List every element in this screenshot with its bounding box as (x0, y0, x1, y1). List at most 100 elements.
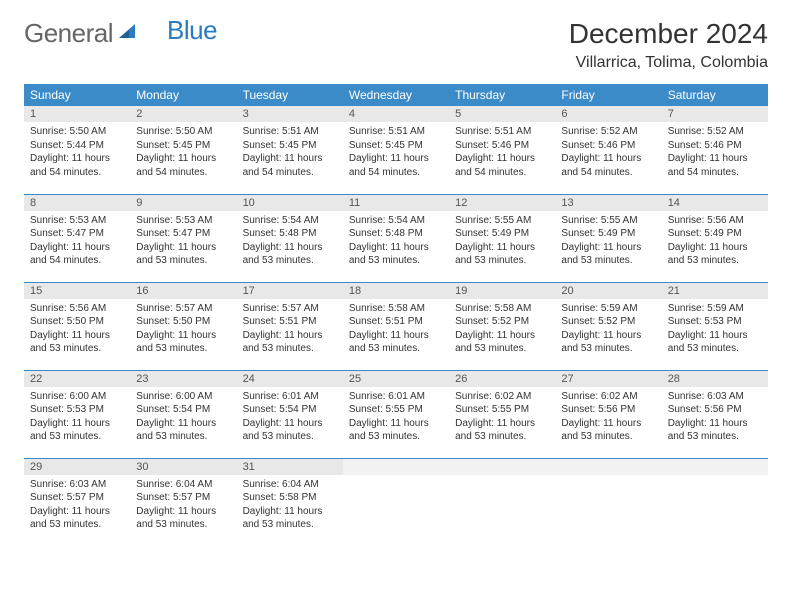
month-title: December 2024 (569, 18, 768, 50)
calendar-day-cell: 12Sunrise: 5:55 AMSunset: 5:49 PMDayligh… (449, 194, 555, 282)
daylight-line: Daylight: 11 hours and 53 minutes. (668, 241, 762, 268)
sunset-line: Sunset: 5:49 PM (668, 227, 762, 241)
day-body: Sunrise: 5:57 AMSunset: 5:50 PMDaylight:… (130, 299, 236, 360)
day-body: Sunrise: 5:58 AMSunset: 5:51 PMDaylight:… (343, 299, 449, 360)
calendar-day-cell: 28Sunrise: 6:03 AMSunset: 5:56 PMDayligh… (662, 370, 768, 458)
day-body: Sunrise: 5:53 AMSunset: 5:47 PMDaylight:… (130, 211, 236, 272)
day-header: Monday (130, 84, 236, 106)
day-number: 12 (449, 195, 555, 211)
logo-text-blue: Blue (167, 15, 217, 46)
sunset-line: Sunset: 5:45 PM (136, 139, 230, 153)
day-body: Sunrise: 5:50 AMSunset: 5:45 PMDaylight:… (130, 122, 236, 183)
daylight-line: Daylight: 11 hours and 53 minutes. (30, 417, 124, 444)
day-header: Saturday (662, 84, 768, 106)
calendar-day-cell: 11Sunrise: 5:54 AMSunset: 5:48 PMDayligh… (343, 194, 449, 282)
day-body: Sunrise: 6:01 AMSunset: 5:54 PMDaylight:… (237, 387, 343, 448)
sunset-line: Sunset: 5:56 PM (561, 403, 655, 417)
location-text: Villarrica, Tolima, Colombia (569, 54, 768, 72)
calendar-day-cell: 5Sunrise: 5:51 AMSunset: 5:46 PMDaylight… (449, 106, 555, 194)
day-number: 8 (24, 195, 130, 211)
sunrise-line: Sunrise: 6:01 AM (349, 390, 443, 404)
day-number: 9 (130, 195, 236, 211)
day-body: Sunrise: 5:57 AMSunset: 5:51 PMDaylight:… (237, 299, 343, 360)
day-number: 19 (449, 283, 555, 299)
day-number: 24 (237, 371, 343, 387)
calendar-day-cell: 19Sunrise: 5:58 AMSunset: 5:52 PMDayligh… (449, 282, 555, 370)
day-body: Sunrise: 6:03 AMSunset: 5:57 PMDaylight:… (24, 475, 130, 536)
day-body: Sunrise: 5:52 AMSunset: 5:46 PMDaylight:… (662, 122, 768, 183)
daylight-line: Daylight: 11 hours and 53 minutes. (243, 417, 337, 444)
sunrise-line: Sunrise: 5:59 AM (561, 302, 655, 316)
sunrise-line: Sunrise: 6:03 AM (30, 478, 124, 492)
sunset-line: Sunset: 5:47 PM (30, 227, 124, 241)
sunset-line: Sunset: 5:56 PM (668, 403, 762, 417)
calendar-day-cell: 25Sunrise: 6:01 AMSunset: 5:55 PMDayligh… (343, 370, 449, 458)
day-header-row: Sunday Monday Tuesday Wednesday Thursday… (24, 84, 768, 106)
sunset-line: Sunset: 5:51 PM (349, 315, 443, 329)
calendar-day-cell: 27Sunrise: 6:02 AMSunset: 5:56 PMDayligh… (555, 370, 661, 458)
day-number: 29 (24, 459, 130, 475)
daylight-line: Daylight: 11 hours and 53 minutes. (455, 241, 549, 268)
calendar-day-cell: 14Sunrise: 5:56 AMSunset: 5:49 PMDayligh… (662, 194, 768, 282)
sunrise-line: Sunrise: 5:53 AM (30, 214, 124, 228)
day-body: Sunrise: 6:03 AMSunset: 5:56 PMDaylight:… (662, 387, 768, 448)
day-body: Sunrise: 5:50 AMSunset: 5:44 PMDaylight:… (24, 122, 130, 183)
calendar-day-cell: 8Sunrise: 5:53 AMSunset: 5:47 PMDaylight… (24, 194, 130, 282)
title-block: December 2024 Villarrica, Tolima, Colomb… (569, 18, 768, 72)
sunrise-line: Sunrise: 6:02 AM (455, 390, 549, 404)
sunset-line: Sunset: 5:50 PM (136, 315, 230, 329)
sunrise-line: Sunrise: 5:54 AM (349, 214, 443, 228)
daylight-line: Daylight: 11 hours and 53 minutes. (136, 329, 230, 356)
day-body: Sunrise: 6:00 AMSunset: 5:53 PMDaylight:… (24, 387, 130, 448)
sunrise-line: Sunrise: 5:52 AM (561, 125, 655, 139)
calendar-week-row: 1Sunrise: 5:50 AMSunset: 5:44 PMDaylight… (24, 106, 768, 194)
day-body: Sunrise: 5:52 AMSunset: 5:46 PMDaylight:… (555, 122, 661, 183)
sunrise-line: Sunrise: 6:03 AM (668, 390, 762, 404)
daylight-line: Daylight: 11 hours and 54 minutes. (349, 152, 443, 179)
day-body: Sunrise: 6:04 AMSunset: 5:57 PMDaylight:… (130, 475, 236, 536)
day-number: 22 (24, 371, 130, 387)
sunrise-line: Sunrise: 5:55 AM (561, 214, 655, 228)
day-number-empty (555, 459, 661, 475)
calendar-day-cell: 17Sunrise: 5:57 AMSunset: 5:51 PMDayligh… (237, 282, 343, 370)
logo-text-general: General (24, 18, 113, 49)
sunrise-line: Sunrise: 5:58 AM (349, 302, 443, 316)
sunrise-line: Sunrise: 5:56 AM (668, 214, 762, 228)
daylight-line: Daylight: 11 hours and 53 minutes. (243, 505, 337, 532)
day-number-empty (449, 459, 555, 475)
day-body: Sunrise: 5:55 AMSunset: 5:49 PMDaylight:… (449, 211, 555, 272)
daylight-line: Daylight: 11 hours and 53 minutes. (349, 417, 443, 444)
sunrise-line: Sunrise: 5:53 AM (136, 214, 230, 228)
calendar-day-cell: 6Sunrise: 5:52 AMSunset: 5:46 PMDaylight… (555, 106, 661, 194)
daylight-line: Daylight: 11 hours and 53 minutes. (243, 329, 337, 356)
day-header: Thursday (449, 84, 555, 106)
day-number: 18 (343, 283, 449, 299)
sunrise-line: Sunrise: 5:51 AM (243, 125, 337, 139)
sunset-line: Sunset: 5:55 PM (349, 403, 443, 417)
day-number: 23 (130, 371, 236, 387)
sunrise-line: Sunrise: 6:00 AM (30, 390, 124, 404)
calendar-day-cell: 22Sunrise: 6:00 AMSunset: 5:53 PMDayligh… (24, 370, 130, 458)
calendar-day-cell: 31Sunrise: 6:04 AMSunset: 5:58 PMDayligh… (237, 458, 343, 546)
day-number-empty (662, 459, 768, 475)
sunrise-line: Sunrise: 5:56 AM (30, 302, 124, 316)
daylight-line: Daylight: 11 hours and 53 minutes. (668, 417, 762, 444)
calendar-table: Sunday Monday Tuesday Wednesday Thursday… (24, 84, 768, 546)
day-body: Sunrise: 5:56 AMSunset: 5:50 PMDaylight:… (24, 299, 130, 360)
daylight-line: Daylight: 11 hours and 53 minutes. (349, 241, 443, 268)
calendar-day-cell: 4Sunrise: 5:51 AMSunset: 5:45 PMDaylight… (343, 106, 449, 194)
day-number: 30 (130, 459, 236, 475)
sunset-line: Sunset: 5:53 PM (668, 315, 762, 329)
calendar-day-cell: 26Sunrise: 6:02 AMSunset: 5:55 PMDayligh… (449, 370, 555, 458)
sunset-line: Sunset: 5:47 PM (136, 227, 230, 241)
daylight-line: Daylight: 11 hours and 53 minutes. (561, 241, 655, 268)
day-number: 5 (449, 106, 555, 122)
sunset-line: Sunset: 5:57 PM (30, 491, 124, 505)
calendar-day-cell: 3Sunrise: 5:51 AMSunset: 5:45 PMDaylight… (237, 106, 343, 194)
sunset-line: Sunset: 5:53 PM (30, 403, 124, 417)
calendar-day-cell: 21Sunrise: 5:59 AMSunset: 5:53 PMDayligh… (662, 282, 768, 370)
daylight-line: Daylight: 11 hours and 53 minutes. (136, 241, 230, 268)
sunrise-line: Sunrise: 5:55 AM (455, 214, 549, 228)
day-number: 17 (237, 283, 343, 299)
day-body: Sunrise: 6:02 AMSunset: 5:55 PMDaylight:… (449, 387, 555, 448)
